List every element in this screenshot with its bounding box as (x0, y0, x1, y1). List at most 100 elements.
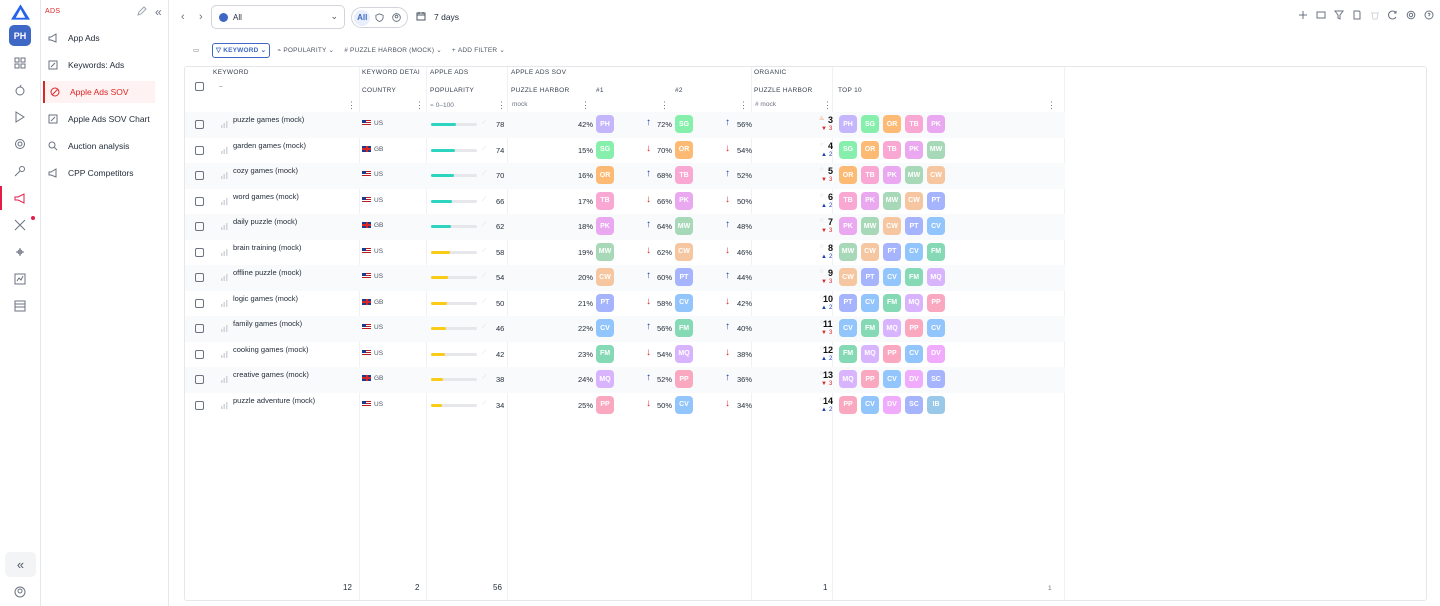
app-chip[interactable]: SG (839, 140, 857, 159)
header-top-10[interactable]: TOP 10 (838, 87, 862, 94)
app-chip[interactable]: CV (905, 242, 923, 261)
app-chip[interactable]: PT (905, 217, 923, 235)
app-chip[interactable]: CV (861, 395, 879, 414)
keyword-text[interactable]: family games (mock) (233, 319, 303, 328)
app-chip[interactable]: PP (927, 293, 945, 312)
app-chip[interactable]: IB (927, 395, 945, 414)
play-icon[interactable] (13, 110, 27, 124)
sidebar-item[interactable]: Keywords: Ads (43, 54, 155, 76)
app-chip[interactable]: PK (927, 115, 945, 133)
app-chip[interactable]: CW (883, 217, 901, 235)
column-menu-icon[interactable]: ⋮ (415, 100, 424, 110)
app-chip[interactable]: PP (596, 395, 614, 414)
table-row[interactable]: daily puzzle (mock) GB ⟋ 62 18% PK ↑ 64% MW ↑ 48% ☆… (185, 214, 1065, 240)
column-menu-icon[interactable]: ⋮ (823, 100, 832, 110)
app-chip[interactable]: OR (675, 140, 693, 159)
row-checkbox[interactable] (195, 324, 204, 333)
sidebar-item[interactable]: CPP Competitors (43, 162, 155, 184)
app-chip[interactable]: FM (905, 268, 923, 286)
row-checkbox[interactable] (195, 171, 204, 180)
app-chip[interactable]: PK (883, 166, 901, 184)
app-chip[interactable]: SC (905, 395, 923, 414)
app-chip[interactable]: CW (596, 268, 614, 286)
app-chip[interactable]: MW (596, 242, 614, 261)
app-chip[interactable]: PP (905, 319, 923, 337)
edit-icon[interactable] (137, 6, 147, 16)
help-icon[interactable] (1424, 10, 1434, 20)
keyword-text[interactable]: word games (mock) (233, 191, 299, 201)
app-chip[interactable]: MQ (861, 344, 879, 363)
header-rank-2[interactable]: #2 (675, 87, 683, 94)
app-chip[interactable]: MW (861, 217, 879, 235)
app-chip[interactable]: PT (596, 293, 614, 312)
row-checkbox[interactable] (195, 375, 204, 384)
app-chip[interactable]: CV (905, 344, 923, 363)
sidebar-item[interactable]: Apple Ads SOV Chart (43, 108, 155, 130)
keyword-sort-indicator[interactable]: – (219, 83, 223, 90)
app-chip[interactable]: TB (839, 191, 857, 210)
app-chip[interactable]: CW (675, 242, 693, 261)
app-chip[interactable]: OR (596, 166, 614, 184)
dashboard-icon[interactable] (13, 56, 27, 70)
app-chip[interactable]: PH (839, 115, 857, 133)
row-checkbox[interactable] (195, 247, 204, 257)
table-row[interactable]: brain training (mock) US ⟋ 58 19% MW ↓ 62% CW ↓ 46… (185, 240, 1065, 266)
collapse-rail-button[interactable]: « (5, 552, 36, 577)
header-country[interactable]: COUNTRY (362, 87, 397, 94)
app-chip[interactable]: CV (883, 370, 901, 388)
segment-all[interactable]: All (354, 9, 371, 26)
header-keyword[interactable]: KEYWORD (213, 69, 249, 76)
app-chip[interactable]: CV (883, 268, 901, 286)
saved-views-icon[interactable]: ▭ (193, 47, 200, 54)
column-menu-icon[interactable]: ⋮ (497, 100, 506, 110)
keyword-text[interactable]: puzzle adventure (mock) (233, 395, 316, 405)
organic-sublabel[interactable]: # mock (755, 101, 776, 108)
calendar-icon[interactable] (416, 11, 426, 21)
table-row[interactable]: cozy games (mock) US ⟋ 70 16% OR ↑ 68% TB ↑ 52% ☆ 5 ▼… (185, 163, 1065, 189)
app-chip[interactable]: PK (675, 191, 693, 210)
keyword-text[interactable]: cooking games (mock) (233, 344, 309, 354)
row-checkbox[interactable] (195, 273, 204, 282)
app-chip[interactable]: PP (883, 344, 901, 363)
table-row[interactable]: logic games (mock) GB ⟋ 50 21% PT ↓ 58% CV ↓ 42% ☆ 1… (185, 291, 1065, 317)
sidebar-item[interactable]: Auction analysis (43, 135, 155, 157)
workspace-avatar[interactable]: PH (9, 25, 31, 46)
app-chip[interactable]: DV (927, 344, 945, 363)
add-filter-button[interactable]: + ADD FILTER ⌄ (451, 46, 505, 55)
keyword-text[interactable]: cozy games (mock) (233, 166, 299, 175)
app-chip[interactable]: TB (861, 166, 879, 184)
app-chip[interactable]: MQ (675, 344, 693, 363)
view-icon[interactable] (1316, 10, 1326, 20)
keyword-text[interactable]: garden games (mock) (233, 140, 306, 150)
column-menu-icon[interactable]: ⋮ (347, 100, 356, 110)
settings-icon[interactable] (13, 137, 27, 151)
app-logo-icon[interactable] (11, 4, 30, 20)
header-organic-puzzle-harbor[interactable]: PUZZLE HARBOR (754, 87, 813, 94)
app-chip[interactable]: TB (883, 140, 901, 159)
header-rank-1[interactable]: #1 (596, 87, 604, 94)
user-account-icon[interactable] (14, 586, 26, 598)
refresh-icon[interactable] (1388, 10, 1398, 20)
select-all-checkbox[interactable] (195, 82, 204, 91)
column-menu-icon[interactable]: ⋮ (1047, 100, 1056, 110)
database-icon[interactable] (13, 299, 27, 313)
app-chip[interactable]: PT (861, 268, 879, 286)
table-row[interactable]: creative games (mock) GB ⟋ 38 24% MQ ↑ 52% PP ↑ 36… (185, 367, 1065, 393)
app-chip[interactable]: MW (927, 140, 945, 159)
app-chip[interactable]: CV (675, 395, 693, 414)
app-chip[interactable]: CV (839, 319, 857, 337)
app-chip[interactable]: PK (861, 191, 879, 210)
row-checkbox[interactable] (195, 400, 204, 410)
table-row[interactable]: cooking games (mock) US ⟋ 42 23% FM ↓ 54% MQ ↓ 38%… (185, 342, 1065, 368)
app-chip[interactable]: PP (675, 370, 693, 388)
app-chip[interactable]: PK (905, 140, 923, 159)
app-chip[interactable]: DV (883, 395, 901, 414)
app-chip[interactable]: FM (883, 293, 901, 312)
app-chip[interactable]: CW (861, 242, 879, 261)
table-row[interactable]: puzzle adventure (mock) US ⟋ 34 25% PP ↓ 50% CV ↓… (185, 393, 1065, 419)
app-chip[interactable]: MW (675, 217, 693, 235)
add-icon[interactable] (1298, 10, 1308, 20)
app-chip[interactable]: CW (839, 268, 857, 286)
app-chip[interactable]: MW (905, 166, 923, 184)
app-chip[interactable]: FM (861, 319, 879, 337)
